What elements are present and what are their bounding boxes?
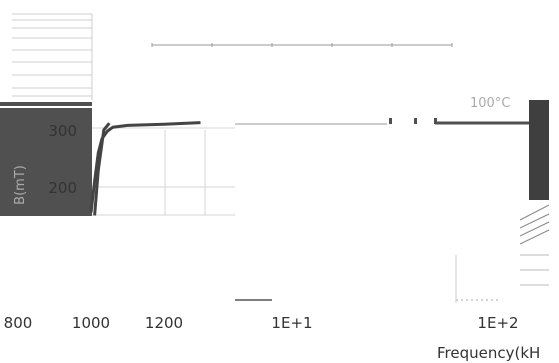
temperature-label: 100°C: [470, 96, 510, 111]
dark-block-strip: [0, 102, 92, 106]
line-extension: [235, 118, 530, 125]
y-tick-label: 200: [48, 179, 77, 197]
bottom-axis: [235, 255, 500, 303]
y-tick-label: 300: [48, 122, 77, 140]
x-tick-label: 1E+2: [477, 314, 518, 332]
gridlines-top-left: [12, 13, 93, 100]
x-tick-label: 800: [4, 314, 33, 332]
x-tick-label: 1200: [145, 314, 183, 332]
right-edge-artifacts: [519, 100, 550, 286]
dark-block: [0, 108, 92, 216]
series-line: [89, 121, 201, 213]
x-tick-label: 1E+1: [271, 314, 312, 332]
x-axis-label: Frequency(kH: [437, 344, 540, 362]
x-tick-label: 1000: [72, 314, 110, 332]
plot-grid: [92, 127, 235, 216]
y-axis-label: B(mT): [13, 165, 28, 205]
upper-dashed-line: [151, 43, 453, 47]
series-line-branch: [93, 122, 111, 216]
